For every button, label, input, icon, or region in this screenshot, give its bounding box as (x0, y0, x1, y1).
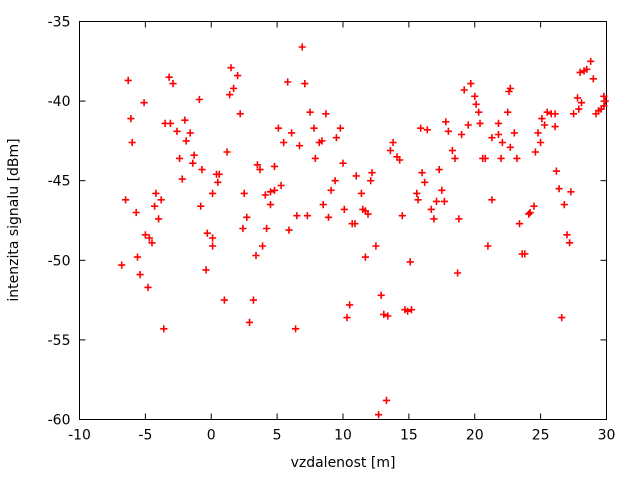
y-tick-label: -40 (48, 94, 71, 110)
x-tick-label: -5 (138, 428, 152, 444)
x-tick-label: 30 (598, 428, 616, 444)
y-tick-label: -55 (48, 333, 71, 349)
y-tick-label: -45 (48, 174, 71, 190)
x-tick-label: 10 (334, 428, 352, 444)
x-tick-label: 5 (273, 428, 282, 444)
x-axis-label: vzdalenost [m] (290, 455, 396, 471)
data-points (118, 43, 609, 419)
y-axis-label: intenzita signalu [dBm] (6, 138, 22, 302)
x-tick-label: 15 (400, 428, 418, 444)
x-tick-label: 0 (207, 428, 216, 444)
y-tick-label: -60 (48, 413, 71, 429)
x-tick-label: 25 (532, 428, 550, 444)
y-tick-label: -50 (48, 253, 71, 269)
x-tick-label: -10 (68, 428, 91, 444)
x-tick-label: 20 (466, 428, 484, 444)
y-tick-label: -35 (48, 15, 71, 31)
